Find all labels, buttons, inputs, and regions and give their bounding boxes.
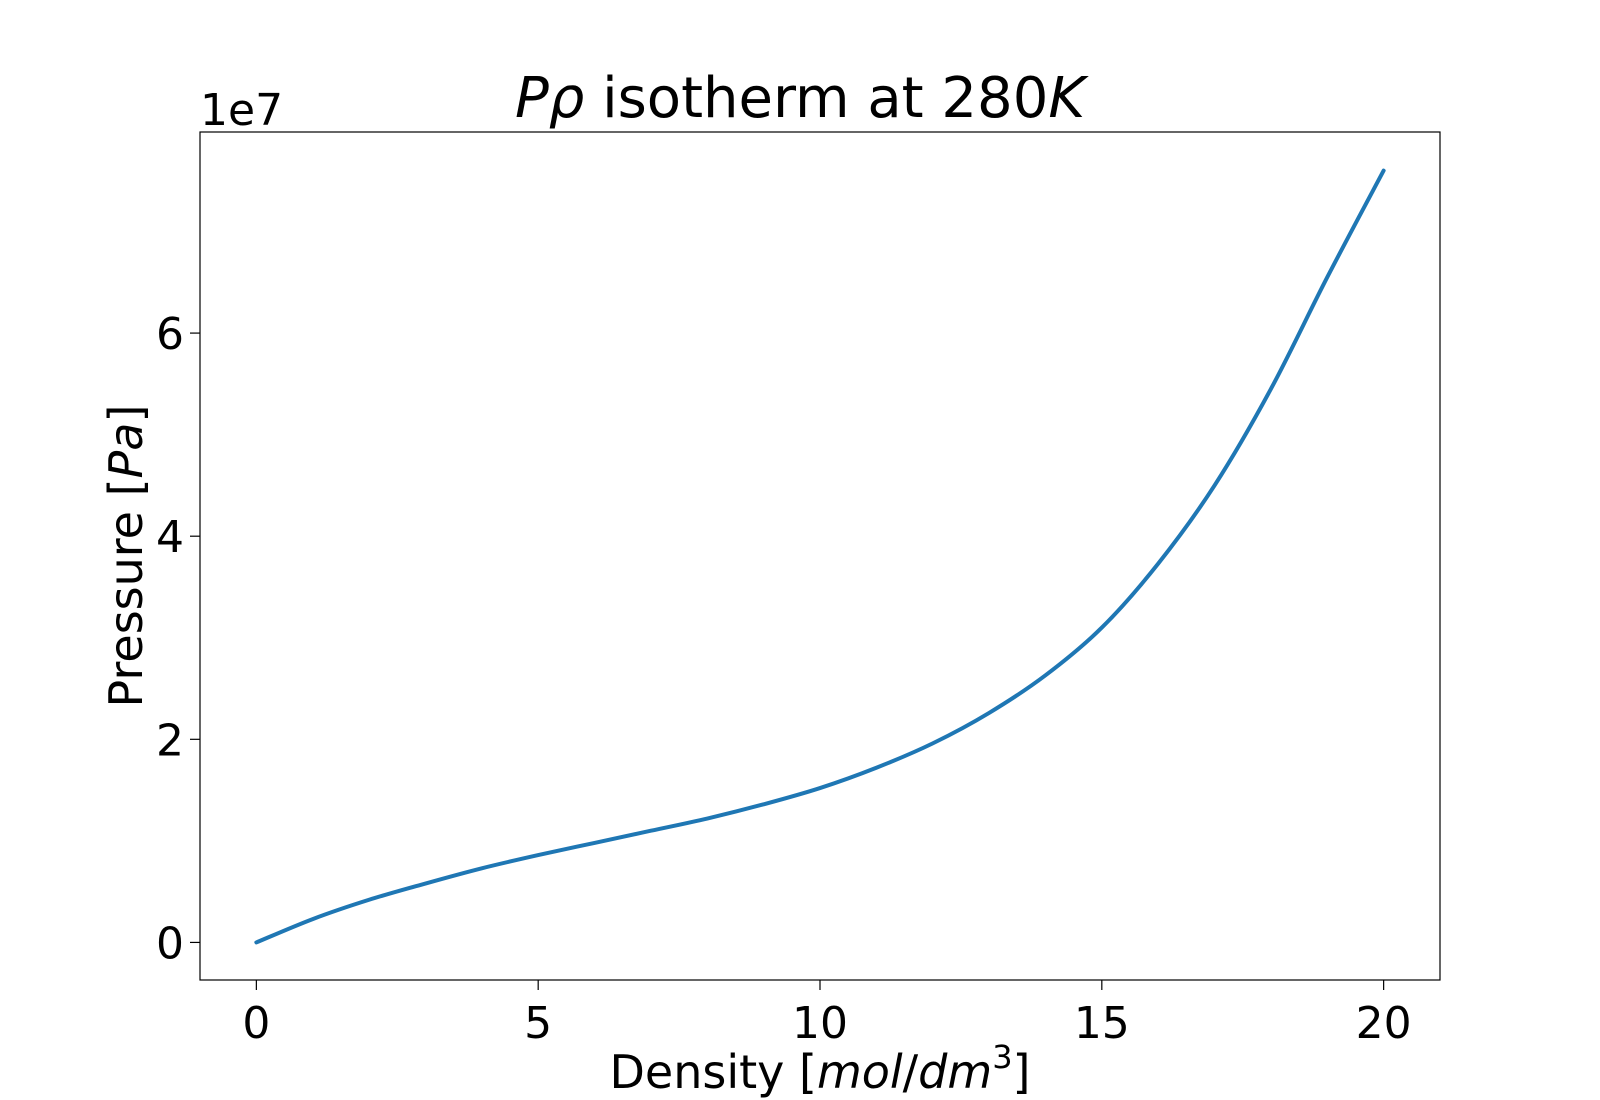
x-axis-label-exponent: 3 (992, 1038, 1012, 1076)
y-tick-label: 6 (156, 309, 184, 360)
y-axis-label-trail: ] (99, 405, 153, 423)
y-axis-label-unit: Pa (99, 423, 153, 479)
x-axis-label: Density [mol/dm3] (609, 1038, 1030, 1099)
x-tick-label: 15 (1074, 998, 1130, 1049)
y-tick-label: 2 (156, 715, 184, 766)
x-axis-label-slash: / (903, 1045, 919, 1099)
x-axis-label-lead: Density [ (609, 1045, 816, 1099)
y-tick-label: 0 (156, 918, 184, 969)
x-tick-label: 0 (242, 998, 270, 1049)
x-axis-label-unit-b: dm (918, 1045, 992, 1099)
chart-title-middle: isotherm at 280 (584, 66, 1048, 131)
x-axis-label-trail: ] (1013, 1045, 1031, 1099)
chart-title: Pρ isotherm at 280K (515, 66, 1089, 131)
y-axis-label: Pressure [Pa] (99, 405, 153, 708)
y-tick-label: 4 (156, 512, 184, 563)
plot-area-frame (199, 131, 1441, 981)
x-axis-label-unit-a: mol (817, 1045, 903, 1099)
series-line (254, 168, 1386, 945)
x-tick-label: 10 (792, 998, 848, 1049)
x-axis-ticks: 0 5 10 15 20 (242, 980, 1412, 1049)
y-axis-label-lead: Pressure [ (99, 478, 153, 707)
x-tick-label: 20 (1356, 998, 1412, 1049)
x-tick-label: 5 (524, 998, 552, 1049)
chart-title-lead: Pρ (515, 66, 584, 131)
chart-title-tail: K (1048, 66, 1089, 131)
y-offset-text: 1e7 (200, 85, 283, 136)
y-axis-ticks: 0 2 4 6 (156, 309, 200, 969)
